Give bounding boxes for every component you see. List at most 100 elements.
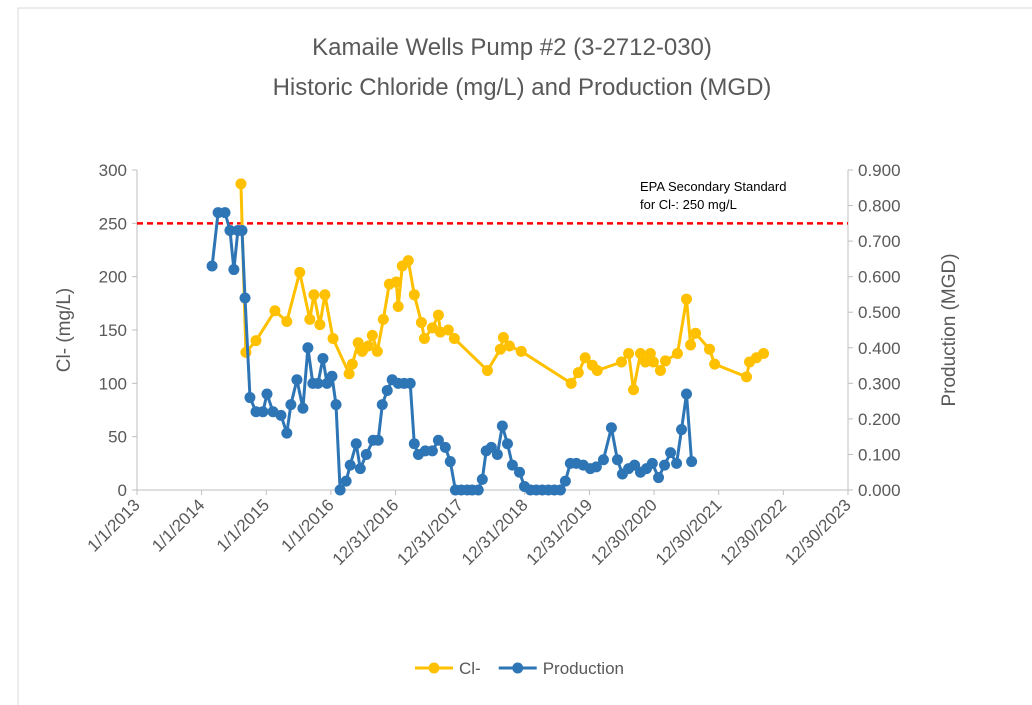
data-point (275, 409, 287, 421)
data-point (501, 438, 513, 450)
data-point (654, 365, 666, 377)
data-point (381, 384, 393, 396)
data-point (294, 266, 306, 278)
data-point (432, 434, 444, 446)
data-point (448, 333, 460, 345)
data-point (404, 377, 416, 389)
data-point (444, 456, 456, 468)
data-point (647, 356, 659, 368)
data-point (659, 355, 671, 367)
y2-tick-label: 0.300 (858, 374, 901, 393)
data-point (690, 327, 702, 339)
data-point (646, 457, 658, 469)
y-tick-label: 100 (99, 374, 127, 393)
data-point (494, 343, 506, 355)
data-point (376, 399, 388, 411)
data-point (628, 384, 640, 396)
threshold-label: EPA Secondary Standard (640, 179, 786, 194)
data-point (250, 335, 262, 347)
data-point (442, 324, 454, 336)
y2-tick-label: 0.900 (858, 161, 901, 180)
data-point (680, 388, 692, 400)
data-point (235, 178, 247, 190)
legend-marker (512, 662, 524, 674)
data-point (326, 370, 338, 382)
data-point (224, 224, 236, 236)
data-point (671, 347, 683, 359)
data-point (408, 289, 420, 301)
data-point (491, 448, 503, 460)
data-point (439, 441, 451, 453)
data-point (579, 352, 591, 364)
data-point (611, 454, 623, 466)
data-point (377, 313, 389, 325)
y2-tick-label: 0.500 (858, 303, 901, 322)
data-point (291, 374, 303, 386)
chart-frame (17, 7, 1032, 705)
data-point (269, 305, 281, 317)
data-point (312, 377, 324, 389)
data-point (605, 422, 617, 434)
legend-label: Production (543, 659, 624, 678)
data-point (302, 342, 314, 354)
y-tick-label: 150 (99, 321, 127, 340)
data-point (372, 434, 384, 446)
data-point (371, 345, 383, 357)
data-point (418, 333, 430, 345)
data-point (362, 340, 374, 352)
data-point (515, 345, 527, 357)
y-tick-label: 50 (108, 428, 127, 447)
data-point (476, 473, 488, 485)
data-point (343, 368, 355, 380)
data-point (228, 264, 240, 276)
data-point (281, 315, 293, 327)
data-point (653, 472, 665, 484)
legend-label: Cl- (459, 659, 481, 678)
data-point (709, 358, 721, 370)
data-point (390, 276, 402, 288)
data-point (514, 466, 526, 478)
data-point (327, 333, 339, 345)
chart-title: Kamaile Wells Pump #2 (3-2712-030) (312, 34, 712, 61)
data-point (685, 339, 697, 351)
data-point (415, 317, 427, 329)
data-point (334, 484, 346, 496)
data-point (392, 301, 404, 313)
y-tick-label: 300 (99, 161, 127, 180)
data-point (285, 399, 297, 411)
data-point (506, 459, 518, 471)
data-point (360, 448, 372, 460)
data-point (236, 224, 248, 236)
data-point (704, 343, 716, 355)
data-point (297, 402, 309, 414)
data-point (590, 461, 602, 473)
data-point (591, 365, 603, 377)
data-point (639, 356, 651, 368)
data-point (240, 346, 252, 358)
threshold-label: for Cl-: 250 mg/L (640, 197, 737, 212)
data-point (554, 484, 566, 496)
data-point (366, 329, 378, 341)
data-point (503, 340, 515, 352)
data-point (680, 293, 692, 305)
data-point (261, 388, 273, 400)
y2-tick-label: 0.400 (858, 339, 901, 358)
data-point (686, 456, 698, 468)
data-point (496, 420, 508, 432)
data-point (497, 331, 509, 343)
y2-tick-label: 0.200 (858, 410, 901, 429)
y-tick-label: 0 (118, 481, 127, 500)
data-point (408, 438, 420, 450)
data-point (340, 475, 352, 487)
data-point (244, 392, 256, 404)
y-tick-label: 250 (99, 214, 127, 233)
data-point (572, 367, 584, 379)
y-tick-label: 200 (99, 268, 127, 287)
y2-tick-label: 0.700 (858, 232, 901, 251)
data-point (426, 445, 438, 457)
data-point (257, 406, 269, 418)
data-point (481, 365, 493, 377)
data-point (304, 313, 316, 325)
